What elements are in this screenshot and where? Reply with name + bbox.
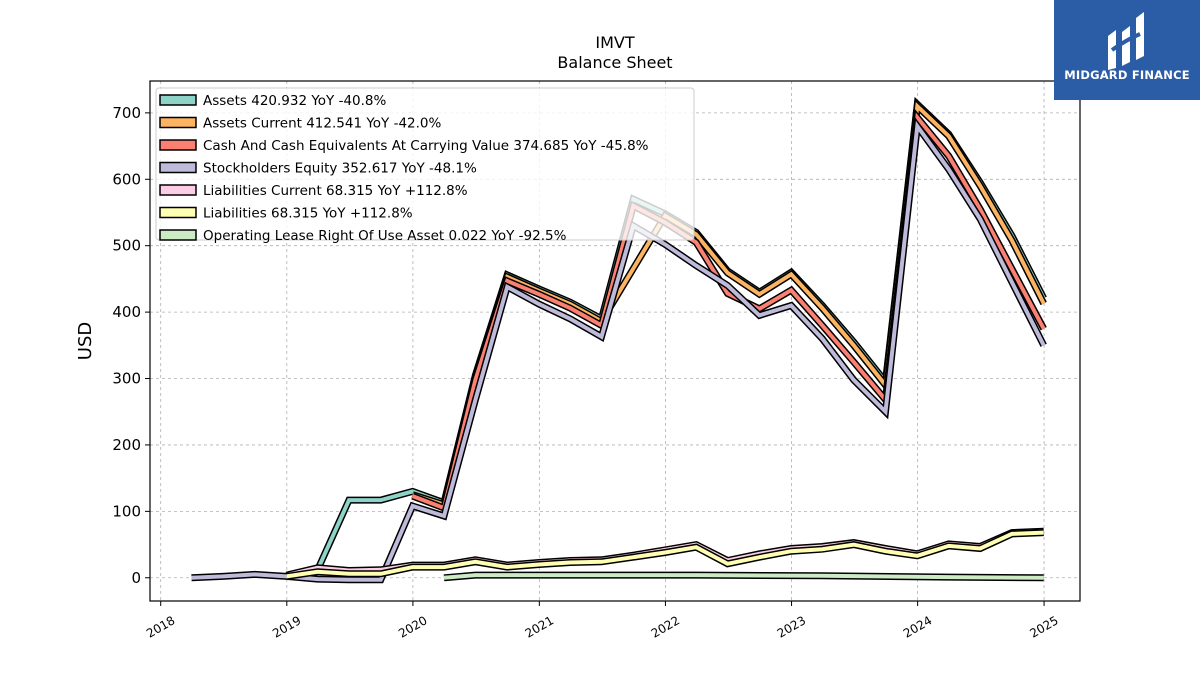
chart-subtitle: Balance Sheet bbox=[557, 53, 672, 72]
logo-text: MIDGARD FINANCE bbox=[1064, 68, 1190, 82]
legend-entry: Liabilities Current 68.315 YoY +112.8% bbox=[203, 183, 468, 199]
legend-entry: Assets Current 412.541 YoY -42.0% bbox=[203, 116, 442, 132]
legend-swatch bbox=[159, 184, 197, 196]
midgard-finance-logo: MIDGARD FINANCE bbox=[1054, 0, 1200, 100]
legend-swatch bbox=[159, 139, 197, 151]
legend-entry: Assets 420.932 YoY -40.8% bbox=[203, 93, 387, 109]
series-lines bbox=[191, 96, 1047, 584]
plot-frame bbox=[149, 80, 1081, 602]
series-line bbox=[443, 573, 1044, 580]
series-3 bbox=[191, 116, 1047, 584]
chart-title: IMVT bbox=[595, 33, 634, 52]
series-1 bbox=[411, 98, 1047, 510]
y-tick-label: 100 bbox=[112, 502, 141, 520]
legend-swatch bbox=[159, 229, 197, 241]
legend-entry: Liabilities 68.315 YoY +112.8% bbox=[203, 206, 413, 222]
y-tick-label: 300 bbox=[112, 370, 141, 388]
y-tick-label: 0 bbox=[131, 569, 141, 587]
y-tick-label: 700 bbox=[112, 104, 141, 122]
series-line bbox=[411, 101, 1046, 508]
legend-swatch bbox=[159, 161, 197, 174]
legend: Assets 420.932 YoY -40.8% Assets Current … bbox=[155, 87, 695, 244]
legend-box bbox=[155, 87, 695, 241]
legend-entry: Cash And Cash Equivalents At Carrying Va… bbox=[203, 138, 649, 154]
legend-swatch bbox=[159, 94, 197, 106]
series-2 bbox=[411, 108, 1047, 513]
legend-entry: Stockholders Equity 352.617 YoY -48.1% bbox=[203, 161, 477, 177]
series-6 bbox=[443, 571, 1044, 582]
y-tick-label: 500 bbox=[112, 237, 141, 255]
legend-swatch bbox=[159, 206, 197, 219]
y-axis-label: USD bbox=[75, 322, 96, 360]
series-line bbox=[191, 120, 1046, 582]
series-line bbox=[286, 530, 1044, 579]
legend-entry: Operating Lease Right Of Use Asset 0.022… bbox=[203, 228, 567, 244]
y-tick-label: 600 bbox=[112, 170, 141, 188]
midgard-logo-icon bbox=[1108, 12, 1144, 70]
legend-swatch bbox=[159, 116, 197, 129]
y-tick-label: 200 bbox=[112, 436, 141, 454]
series-5 bbox=[285, 529, 1044, 580]
y-tick-label: 400 bbox=[112, 303, 141, 321]
series-line bbox=[411, 112, 1046, 511]
